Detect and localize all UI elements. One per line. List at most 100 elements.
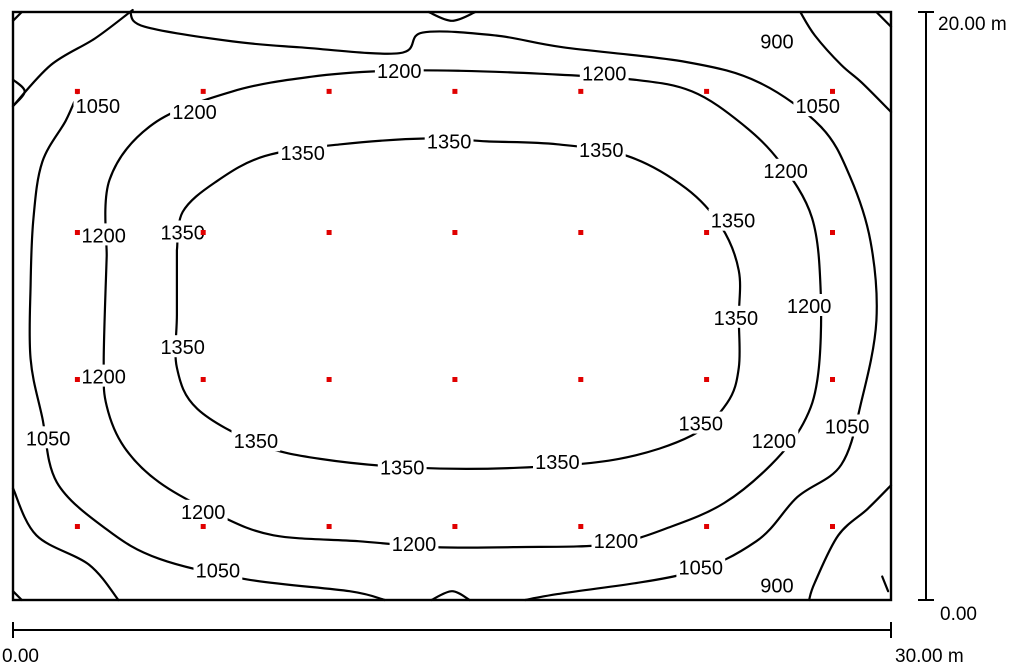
isoline-900 [427, 10, 477, 22]
isoline-label-background [676, 411, 726, 434]
isoline-label-background [784, 294, 834, 316]
isoline-label: 1050 [679, 558, 724, 580]
calculation-point [578, 377, 584, 382]
calculation-point [452, 377, 458, 382]
isoline-1050 [808, 484, 893, 602]
isoline-label: 1050 [196, 561, 241, 583]
calculation-point [74, 230, 80, 235]
calculation-point [452, 230, 458, 235]
isoline-label-background [23, 426, 73, 449]
isoline-label: 1200 [81, 367, 126, 389]
isoline-label: 1050 [796, 96, 841, 118]
isoline-label-background [822, 414, 872, 437]
calculation-point [452, 524, 458, 529]
calculation-point [704, 377, 710, 382]
y-axis-end-label: 20.00 m [938, 14, 1007, 35]
isoline-label: 1350 [579, 140, 624, 162]
isoline-1350 [174, 137, 742, 470]
isoline-label-background [793, 94, 843, 117]
isoline-label: 1200 [787, 296, 832, 318]
isoline-label-background [377, 455, 427, 478]
isoline-label-background [231, 429, 281, 452]
isoline-labels-group: 900 900 1050 1050 1050 1050 1050 1050 1200 1200 12… [23, 29, 872, 597]
calculation-point [452, 88, 458, 94]
isoline-label: 1200 [172, 102, 217, 124]
calculation-point [74, 88, 80, 94]
calculation-point [578, 230, 584, 235]
isoline-label-background [576, 138, 626, 161]
isoline-1050 [11, 487, 120, 602]
isoline-label: 1200 [763, 161, 808, 183]
isoline-label-background [711, 305, 761, 328]
calculation-point [326, 88, 332, 94]
isoline-label: 1350 [679, 414, 724, 436]
x-axis-end-label: 30.00 m [895, 646, 964, 667]
isoline-900 [881, 575, 890, 593]
x-axis-start-label: 0.00 [2, 646, 39, 667]
isoline-label: 1350 [160, 223, 205, 245]
calculation-point [830, 88, 835, 94]
isoline-label-background [749, 429, 799, 452]
y-dimension: 20.00 m 0.00 [918, 11, 1007, 625]
isoline-label: 1200 [81, 225, 126, 247]
y-axis-start-label: 0.00 [940, 604, 977, 625]
isoline-label-background [389, 532, 439, 555]
x-dimension: 0.00 30.00 m [2, 622, 964, 667]
calculation-points-group [74, 88, 835, 529]
isoline-label: 900 [760, 575, 793, 597]
calculation-point [578, 524, 584, 529]
calculation-point [830, 524, 835, 529]
isoline-label-background [193, 558, 243, 581]
isoline-label-background [178, 499, 228, 522]
isoline-label: 1200 [181, 502, 226, 524]
isoline-900 [11, 590, 23, 602]
calculation-point [200, 230, 206, 235]
isoline-900 [430, 590, 471, 602]
isoline-label-background [424, 129, 474, 152]
calculation-point [74, 377, 80, 382]
isoline-label: 1350 [160, 337, 205, 359]
isoline-900 [875, 10, 893, 28]
isoline-900 [11, 10, 23, 22]
isoline-label-background [278, 141, 328, 164]
isoline-1050 [799, 10, 893, 114]
isoline-label-background [708, 208, 758, 231]
isoline-label: 1200 [582, 64, 627, 86]
calculation-point [200, 88, 206, 94]
room-outline [11, 10, 893, 602]
isoline-1050 [11, 8, 134, 108]
isoline-label: 1050 [76, 96, 121, 118]
isoline-label: 1350 [427, 131, 472, 153]
isoline-label-background [761, 158, 810, 181]
calculation-point [830, 377, 835, 382]
isoline-label: 1050 [26, 428, 71, 450]
isoline-label-background [170, 100, 219, 122]
isoline-label-background [79, 223, 129, 246]
isoline-label-background [533, 449, 582, 472]
calculation-point [704, 230, 710, 235]
calculation-point [326, 230, 332, 235]
isoline-label: 1350 [711, 211, 756, 233]
calculation-point [200, 377, 206, 382]
calculation-point [830, 230, 835, 235]
isoline-label: 1350 [535, 452, 580, 474]
isoline-label-background [591, 529, 641, 552]
isoline-label: 900 [760, 31, 793, 53]
isoline-label: 1200 [594, 531, 639, 553]
calculation-point [326, 377, 332, 382]
calculation-point [704, 524, 710, 529]
isoline-label: 1350 [380, 458, 425, 480]
calculation-point [326, 524, 332, 529]
isoline-label: 1200 [377, 61, 422, 83]
isoline-label-background [374, 58, 424, 81]
isoline-label: 1050 [825, 417, 870, 439]
isoline-1050 [129, 10, 878, 602]
isoline-label-background [73, 94, 123, 117]
isoline-label-background [158, 220, 208, 243]
calculation-point [200, 524, 206, 529]
isoline-label-background [758, 573, 796, 596]
isoline-1050 [11, 78, 26, 108]
isoline-label: 1350 [714, 308, 759, 330]
isoline-label: 1200 [392, 534, 437, 556]
isoline-label-background [676, 555, 726, 578]
